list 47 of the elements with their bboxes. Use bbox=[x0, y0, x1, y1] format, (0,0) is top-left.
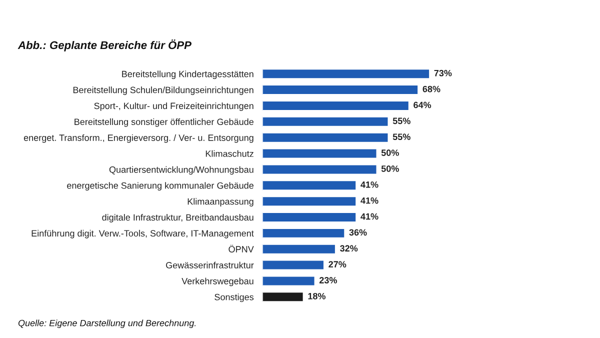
bar bbox=[262, 116, 390, 128]
y-tick-label: Bereitstellung Schulen/Bildungseinrichtungen bbox=[73, 86, 254, 95]
data-label: 41% bbox=[360, 197, 378, 204]
data-label: 73% bbox=[434, 70, 452, 76]
y-tick-label: Sport-, Kultur- und Freizeiteinrichtungen bbox=[94, 102, 254, 111]
bar bbox=[262, 243, 336, 255]
bar bbox=[262, 228, 346, 239]
bar bbox=[262, 196, 357, 207]
y-tick-label: ÖPNV bbox=[228, 244, 254, 252]
y-tick-label: digitale Infrastruktur, Breitbandausbau bbox=[102, 214, 254, 222]
bar bbox=[262, 291, 304, 303]
y-tick-label: Verkehrswegebau bbox=[182, 278, 254, 286]
y-tick-label: Bereitstellung sonstiger öffentlicher Gebäude bbox=[74, 118, 254, 127]
data-label: 18% bbox=[308, 292, 326, 300]
bar bbox=[262, 275, 316, 287]
y-tick-label: Klimaschutz bbox=[206, 150, 254, 157]
data-label: 23% bbox=[319, 277, 337, 284]
data-label: 36% bbox=[349, 229, 367, 236]
y-tick-label: energet. Transform., Energieversorg. / Ver- u. Entsorgung bbox=[24, 134, 254, 143]
bar bbox=[262, 164, 378, 176]
bar bbox=[262, 132, 390, 144]
y-tick-label: Einführung digit. Verw.-Tools, Software, IT-Management bbox=[32, 230, 254, 238]
data-label: 27% bbox=[328, 261, 346, 268]
bar bbox=[262, 84, 419, 96]
bar bbox=[262, 180, 357, 192]
data-label: 68% bbox=[422, 86, 440, 92]
y-tick-label: Gewässerinfrastruktur bbox=[166, 262, 254, 268]
data-label: 55% bbox=[392, 134, 410, 140]
data-label: 32% bbox=[340, 245, 358, 252]
bar bbox=[262, 68, 430, 80]
data-label: 50% bbox=[381, 165, 399, 172]
y-tick-label: Sonstiges bbox=[214, 294, 254, 302]
data-label: 41% bbox=[360, 213, 378, 220]
data-label: 64% bbox=[414, 102, 432, 108]
bar bbox=[262, 100, 410, 112]
bar bbox=[262, 148, 378, 160]
y-tick-label: Quartiersentwicklung/Wohnungsbau bbox=[109, 166, 254, 175]
y-tick-label: Bereitstellung Kindertagesstätten bbox=[122, 70, 254, 80]
data-label: 55% bbox=[392, 118, 410, 124]
text: Abb.: Geplante Bereiche für ÖPP bbox=[18, 40, 192, 52]
y-tick-label: energetische Sanierung kommunaler Gebäude bbox=[67, 182, 254, 191]
source-note: Quelle: Eigene Darstellung und Berechnung. bbox=[18, 320, 196, 328]
data-label: 41% bbox=[360, 181, 378, 188]
bar bbox=[262, 212, 357, 223]
bar bbox=[262, 259, 325, 271]
data-label: 50% bbox=[381, 150, 399, 156]
y-tick-label: Klimaanpassung bbox=[188, 198, 254, 206]
